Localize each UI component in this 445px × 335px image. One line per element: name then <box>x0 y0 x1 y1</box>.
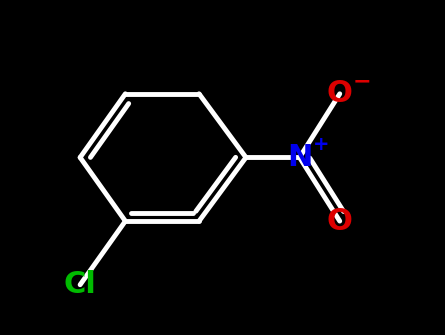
Text: O: O <box>327 79 353 108</box>
Text: +: + <box>313 135 330 154</box>
Text: −: − <box>352 71 371 91</box>
Text: O: O <box>327 207 353 236</box>
Text: N: N <box>287 143 312 172</box>
Text: Cl: Cl <box>64 270 97 299</box>
